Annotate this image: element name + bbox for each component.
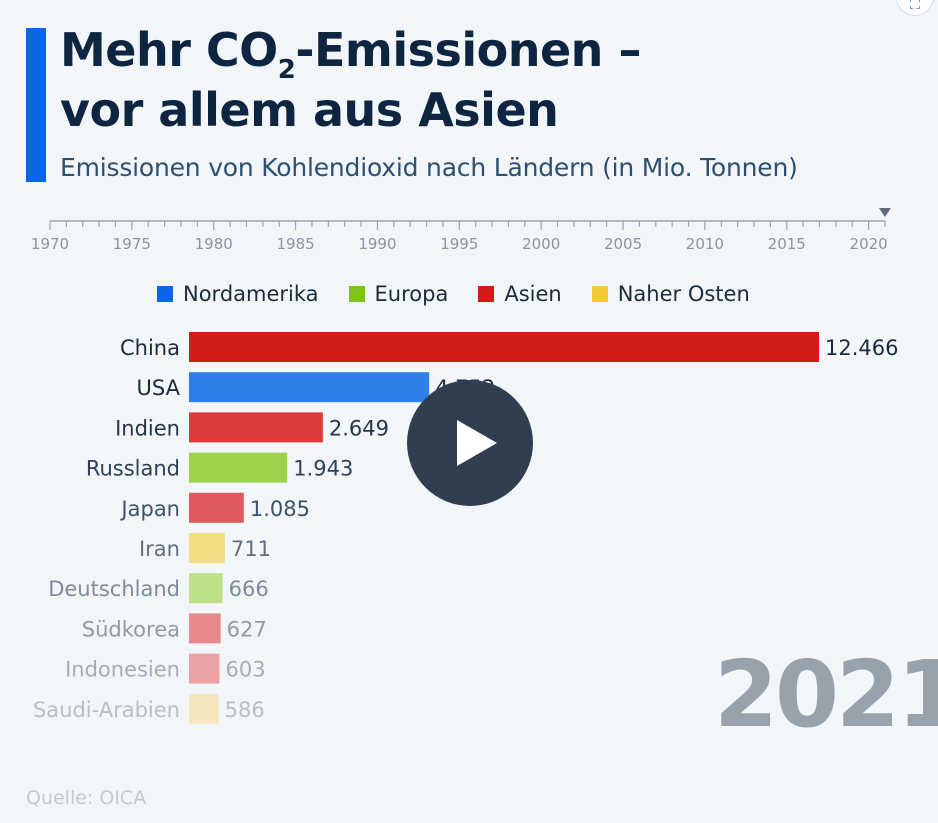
- timeline-tick-label: 1985: [276, 235, 314, 253]
- timeline-tick-label: 1990: [358, 235, 396, 253]
- bar: [189, 573, 223, 604]
- bar-category-label: China: [120, 336, 180, 360]
- bar-category-label: Japan: [119, 497, 180, 521]
- bar: [189, 693, 219, 724]
- bar-value-label: 603: [225, 658, 265, 682]
- bar: [189, 653, 220, 684]
- timeline-tick-label: 2005: [604, 235, 642, 253]
- legend-swatch: [157, 286, 173, 302]
- bar-category-label: Indien: [115, 416, 180, 440]
- bar-value-label: 1.085: [250, 497, 310, 521]
- current-year-label: 2021: [714, 641, 938, 748]
- timeline-tick-label: 1975: [113, 235, 151, 253]
- play-button[interactable]: [407, 380, 533, 506]
- timeline-tick-label: 2010: [686, 235, 724, 253]
- chart-title: Mehr CO2-Emissionen – vor allem aus Asien: [60, 23, 641, 137]
- bar-value-label: 627: [227, 617, 267, 641]
- title-accent-bar: [26, 28, 46, 182]
- timeline-tick-label: 2000: [522, 235, 560, 253]
- bar-value-label: 12.466: [825, 336, 898, 360]
- bar: [189, 533, 225, 563]
- bar-category-label: Saudi-Arabien: [33, 698, 180, 722]
- source-note: Quelle: OICA: [26, 787, 147, 809]
- bar-category-label: Südkorea: [82, 617, 180, 641]
- bar-category-label: Indonesien: [65, 658, 180, 682]
- bar: [189, 452, 288, 483]
- bar: [189, 492, 244, 523]
- bar: [189, 412, 323, 443]
- legend-swatch: [348, 286, 365, 302]
- bar-value-label: 586: [225, 698, 265, 722]
- bar-category-label: Russland: [86, 457, 180, 481]
- bar: [189, 613, 221, 644]
- legend-label: Naher Osten: [617, 282, 750, 306]
- legend-label: Europa: [374, 282, 449, 306]
- legend-item: Nordamerika: [157, 282, 319, 306]
- bar-category-label: USA: [137, 376, 181, 400]
- bar-value-label: 1.943: [293, 457, 353, 481]
- bar-value-label: 711: [231, 537, 271, 561]
- play-icon: [457, 420, 497, 466]
- timeline-handle[interactable]: [879, 208, 891, 217]
- bar-chart: China12.466USA4.752Indien2.649Russland1.…: [33, 332, 898, 724]
- bar-category-label: Iran: [139, 537, 180, 561]
- bar-category-label: Deutschland: [48, 577, 180, 601]
- legend-label: Nordamerika: [183, 282, 319, 306]
- expand-icon[interactable]: ⛶: [896, 0, 934, 16]
- legend-item: Europa: [348, 282, 449, 306]
- timeline-tick-label: 1970: [31, 235, 69, 253]
- legend: Nordamerika Europa Asien Naher Osten: [157, 282, 750, 306]
- bar: [189, 332, 819, 362]
- legend-item: Asien: [478, 282, 562, 306]
- legend-item: Naher Osten: [591, 282, 750, 306]
- legend-label: Asien: [504, 282, 562, 306]
- bar-value-label: 666: [229, 577, 269, 601]
- timeline-tick-label: 1980: [195, 235, 233, 253]
- timeline-slider[interactable]: 1970 1975 1980 1985 1990 1995 2000 2005 2010 2015…: [0, 200, 938, 260]
- bar-value-label: 2.649: [329, 416, 389, 440]
- chart-subtitle: Emissionen von Kohlendioxid nach Ländern…: [60, 153, 798, 182]
- legend-swatch: [591, 286, 608, 302]
- bar: [189, 372, 430, 403]
- timeline-tick-label: 2015: [768, 235, 806, 253]
- timeline-tick-label: 2020: [850, 235, 888, 253]
- legend-swatch: [478, 286, 495, 302]
- timeline-tick-label: 1995: [440, 235, 478, 253]
